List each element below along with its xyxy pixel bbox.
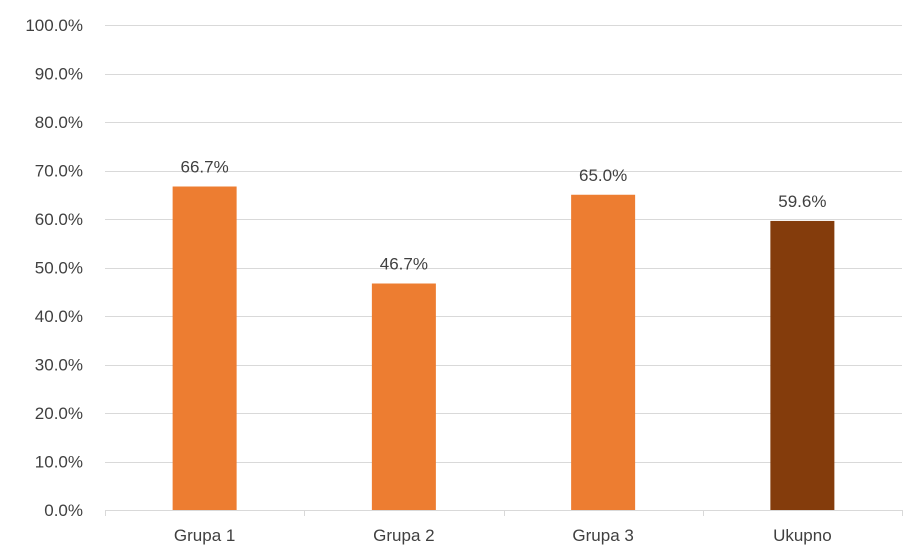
bar-grupa-3 [571, 194, 636, 510]
x-category-label: Grupa 3 [572, 526, 633, 545]
data-label: 46.7% [380, 255, 428, 274]
x-category-label: Grupa 2 [373, 526, 434, 545]
data-labels: 66.7% 46.7% 65.0% 59.6% [181, 158, 827, 274]
y-tick-label: 50.0% [35, 259, 83, 278]
bars [172, 186, 835, 510]
y-tick-label: 70.0% [35, 162, 83, 181]
x-category-label: Grupa 1 [174, 526, 235, 545]
y-tick-label: 90.0% [35, 65, 83, 84]
y-tick-label: 10.0% [35, 453, 83, 472]
x-category-label: Ukupno [773, 526, 832, 545]
bar-grupa-2 [371, 283, 436, 510]
x-axis-category-labels: Grupa 1 Grupa 2 Grupa 3 Ukupno [174, 526, 832, 545]
bar-ukupno [770, 220, 835, 510]
y-tick-label: 30.0% [35, 356, 83, 375]
y-tick-label: 0.0% [44, 501, 83, 520]
y-tick-label: 80.0% [35, 113, 83, 132]
y-tick-label: 100.0% [25, 16, 83, 35]
y-axis-tick-labels: 0.0% 10.0% 20.0% 30.0% 40.0% 50.0% 60.0% 70.0% 8… [25, 16, 83, 520]
y-tick-label: 40.0% [35, 307, 83, 326]
y-tick-label: 20.0% [35, 404, 83, 423]
y-tick-label: 60.0% [35, 210, 83, 229]
x-axis [105, 510, 903, 516]
data-label: 66.7% [181, 158, 229, 177]
data-label: 65.0% [579, 166, 627, 185]
data-label: 59.6% [778, 192, 826, 211]
gridlines [105, 25, 902, 463]
bar-grupa-1 [172, 186, 237, 510]
